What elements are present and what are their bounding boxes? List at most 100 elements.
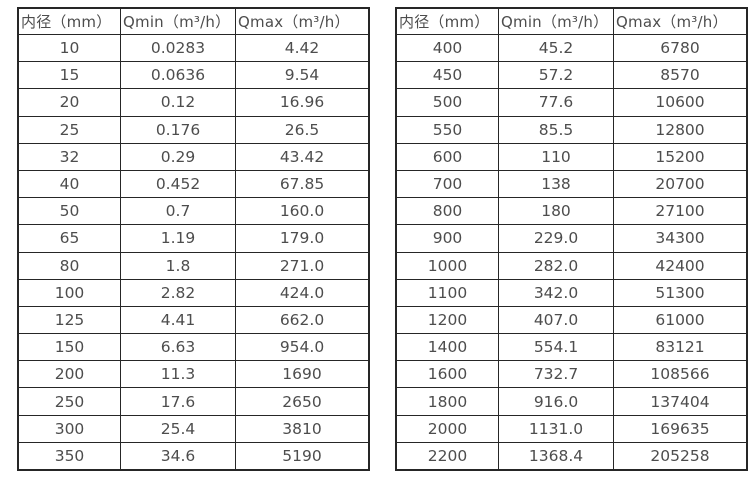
table-cell: 2650 (235, 387, 370, 416)
table-cell: 25.4 (120, 414, 236, 443)
table-row: 700 138 20700 (395, 169, 748, 199)
table-cell: 1.8 (120, 251, 236, 280)
table-cell: 1600 (395, 360, 499, 389)
table-row: 1400 554.1 83121 (395, 333, 748, 362)
table-row: 20 0.12 16.96 (17, 88, 370, 117)
table-cell: 900 (395, 224, 499, 253)
table-cell: 1200 (395, 305, 499, 335)
table-cell: 42400 (613, 251, 748, 280)
table-cell: 1400 (395, 333, 499, 362)
table-cell: 407.0 (498, 305, 614, 335)
table-cell: 51300 (613, 278, 748, 307)
table-row: 100 2.82 424.0 (17, 278, 370, 307)
table-cell: 1131.0 (498, 414, 614, 443)
table-cell: 800 (395, 197, 499, 226)
table-cell: 65 (17, 224, 121, 253)
table-cell: 43.42 (235, 142, 370, 171)
table-cell: 179.0 (235, 224, 370, 253)
table-row: 1100 342.0 51300 (395, 278, 748, 307)
header-cell: 内径（mm） (395, 7, 499, 35)
table-cell: 138 (498, 169, 614, 199)
table-row: 10 0.0283 4.42 (17, 33, 370, 63)
table-row: 550 85.5 12800 (395, 115, 748, 144)
header-cell: Qmax（m³/h） (235, 7, 370, 35)
table-cell: 137404 (613, 387, 748, 416)
table-row: 400 45.2 6780 (395, 33, 748, 63)
table-cell: 9.54 (235, 61, 370, 90)
table-cell: 61000 (613, 305, 748, 335)
table-cell: 732.7 (498, 360, 614, 389)
table-row: 300 25.4 3810 (17, 414, 370, 443)
table-cell: 600 (395, 142, 499, 171)
table-row: 500 77.6 10600 (395, 88, 748, 117)
table-cell: 1.19 (120, 224, 236, 253)
table-cell: 180 (498, 197, 614, 226)
header-cell: Qmin（m³/h） (120, 7, 236, 35)
table-cell: 125 (17, 305, 121, 335)
table-row: 15 0.0636 9.54 (17, 61, 370, 90)
spec-tables-page: 内径（mm） Qmin（m³/h） Qmax（m³/h） 10 0.0283 4.42 15… (17, 7, 748, 471)
table-cell: 500 (395, 88, 499, 117)
header-cell: 内径（mm） (17, 7, 121, 35)
table-cell: 916.0 (498, 387, 614, 416)
table-cell: 0.0283 (120, 33, 236, 63)
table-cell: 27100 (613, 197, 748, 226)
table-cell: 4.42 (235, 33, 370, 63)
table-cell: 8570 (613, 61, 748, 90)
table-cell: 108566 (613, 360, 748, 389)
table-row: 25 0.176 26.5 (17, 115, 370, 144)
table-row: 800 180 27100 (395, 197, 748, 226)
table-cell: 6.63 (120, 333, 236, 362)
table-cell: 32 (17, 142, 121, 171)
table-row: 125 4.41 662.0 (17, 305, 370, 335)
table-cell: 15200 (613, 142, 748, 171)
table-row: 1800 916.0 137404 (395, 387, 748, 416)
table-row: 40 0.452 67.85 (17, 169, 370, 199)
table-cell: 57.2 (498, 61, 614, 90)
table-cell: 0.0636 (120, 61, 236, 90)
table-cell: 5190 (235, 441, 370, 471)
table-row: 32 0.29 43.42 (17, 142, 370, 171)
table-cell: 342.0 (498, 278, 614, 307)
table-cell: 16.96 (235, 88, 370, 117)
table-cell: 40 (17, 169, 121, 199)
header-cell: Qmin（m³/h） (498, 7, 614, 35)
table-cell: 0.7 (120, 197, 236, 226)
table-cell: 110 (498, 142, 614, 171)
table-cell: 700 (395, 169, 499, 199)
table-cell: 0.452 (120, 169, 236, 199)
table-row: 1600 732.7 108566 (395, 360, 748, 389)
table-cell: 77.6 (498, 88, 614, 117)
table-cell: 2.82 (120, 278, 236, 307)
table-cell: 200 (17, 360, 121, 389)
table-cell: 4.41 (120, 305, 236, 335)
table-row: 1200 407.0 61000 (395, 305, 748, 335)
table-cell: 6780 (613, 33, 748, 63)
table-cell: 160.0 (235, 197, 370, 226)
table-cell: 450 (395, 61, 499, 90)
table-cell: 1100 (395, 278, 499, 307)
header-row: 内径（mm） Qmin（m³/h） Qmax（m³/h） (395, 7, 748, 35)
flow-spec-table-small-diameters: 内径（mm） Qmin（m³/h） Qmax（m³/h） 10 0.0283 4.42 15… (17, 7, 370, 471)
table-cell: 282.0 (498, 251, 614, 280)
table-cell: 250 (17, 387, 121, 416)
table-cell: 83121 (613, 333, 748, 362)
table-cell: 350 (17, 441, 121, 471)
table-cell: 45.2 (498, 33, 614, 63)
table-cell: 169635 (613, 414, 748, 443)
table-cell: 34300 (613, 224, 748, 253)
table-cell: 0.12 (120, 88, 236, 117)
table-row: 350 34.6 5190 (17, 441, 370, 471)
table-cell: 550 (395, 115, 499, 144)
table-row: 600 110 15200 (395, 142, 748, 171)
table-cell: 400 (395, 33, 499, 63)
table-cell: 0.176 (120, 115, 236, 144)
table-cell: 10600 (613, 88, 748, 117)
table-cell: 662.0 (235, 305, 370, 335)
table-cell: 554.1 (498, 333, 614, 362)
table-cell: 954.0 (235, 333, 370, 362)
table-cell: 1800 (395, 387, 499, 416)
table-cell: 1690 (235, 360, 370, 389)
table-row: 150 6.63 954.0 (17, 333, 370, 362)
table-cell: 20700 (613, 169, 748, 199)
